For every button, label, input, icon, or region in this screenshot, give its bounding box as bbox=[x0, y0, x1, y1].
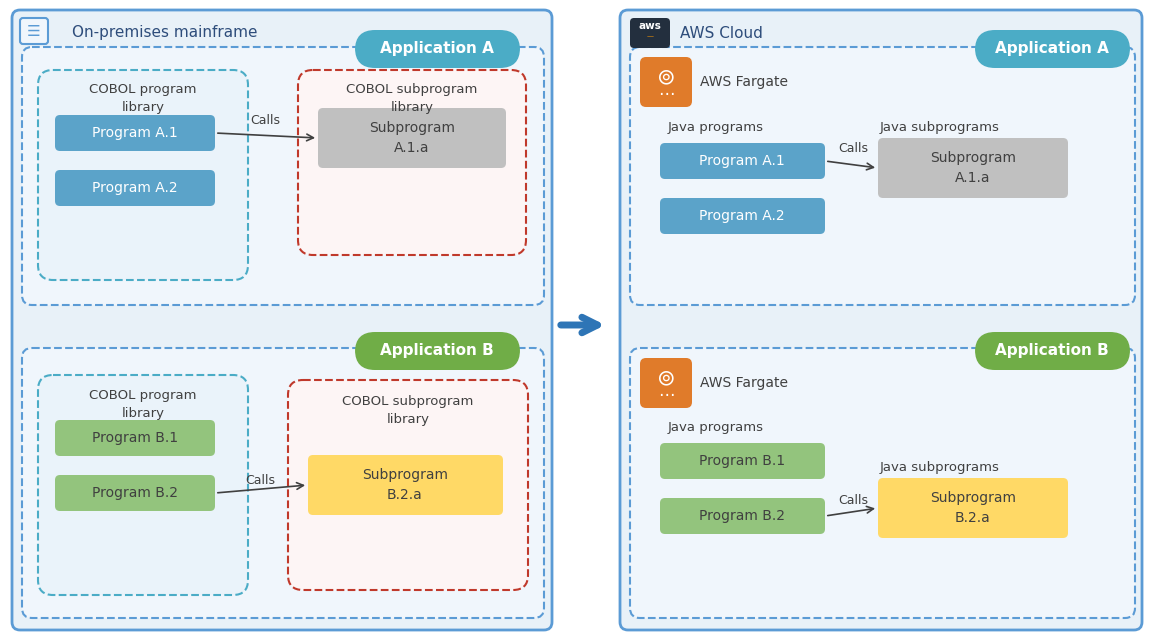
FancyBboxPatch shape bbox=[630, 47, 1136, 305]
Text: Calls: Calls bbox=[250, 113, 280, 127]
Text: COBOL subprogram: COBOL subprogram bbox=[346, 83, 478, 97]
Text: ☰: ☰ bbox=[28, 24, 40, 38]
Text: AWS Fargate: AWS Fargate bbox=[700, 75, 788, 89]
Text: COBOL subprogram: COBOL subprogram bbox=[343, 396, 473, 408]
FancyBboxPatch shape bbox=[319, 108, 505, 168]
Text: Program A.2: Program A.2 bbox=[92, 181, 178, 195]
FancyBboxPatch shape bbox=[630, 348, 1136, 618]
Text: library: library bbox=[387, 413, 429, 426]
FancyBboxPatch shape bbox=[660, 498, 825, 534]
Text: A.1.a: A.1.a bbox=[956, 171, 991, 185]
FancyBboxPatch shape bbox=[878, 138, 1067, 198]
Text: ⊚: ⊚ bbox=[657, 67, 675, 87]
Text: Java subprograms: Java subprograms bbox=[881, 122, 999, 134]
Text: COBOL program: COBOL program bbox=[89, 83, 196, 97]
Text: Program A.2: Program A.2 bbox=[699, 209, 785, 223]
Text: ⋯: ⋯ bbox=[658, 85, 674, 103]
Text: Calls: Calls bbox=[838, 493, 868, 506]
Text: B.2.a: B.2.a bbox=[956, 511, 991, 525]
Text: Calls: Calls bbox=[245, 474, 275, 486]
Text: Application B: Application B bbox=[995, 344, 1109, 358]
FancyBboxPatch shape bbox=[12, 10, 552, 630]
Text: Calls: Calls bbox=[838, 141, 868, 154]
Text: Application A: Application A bbox=[995, 42, 1109, 56]
Text: Subprogram: Subprogram bbox=[369, 121, 455, 135]
FancyBboxPatch shape bbox=[288, 380, 529, 590]
FancyBboxPatch shape bbox=[975, 30, 1130, 68]
FancyBboxPatch shape bbox=[298, 70, 526, 255]
FancyBboxPatch shape bbox=[660, 198, 825, 234]
FancyBboxPatch shape bbox=[630, 18, 670, 48]
FancyBboxPatch shape bbox=[660, 443, 825, 479]
Text: library: library bbox=[390, 102, 434, 115]
FancyBboxPatch shape bbox=[22, 348, 544, 618]
FancyBboxPatch shape bbox=[660, 143, 825, 179]
Text: aws: aws bbox=[638, 21, 661, 31]
FancyBboxPatch shape bbox=[55, 420, 215, 456]
Text: Program B.2: Program B.2 bbox=[699, 509, 785, 523]
FancyBboxPatch shape bbox=[308, 455, 503, 515]
FancyBboxPatch shape bbox=[22, 47, 544, 305]
Text: Application A: Application A bbox=[380, 42, 494, 56]
FancyBboxPatch shape bbox=[20, 18, 48, 44]
FancyBboxPatch shape bbox=[640, 358, 692, 408]
Text: On-premises mainframe: On-premises mainframe bbox=[72, 24, 257, 40]
Text: library: library bbox=[121, 406, 165, 419]
Text: —: — bbox=[646, 33, 653, 39]
Text: AWS Cloud: AWS Cloud bbox=[680, 26, 763, 42]
Text: Java subprograms: Java subprograms bbox=[881, 461, 999, 474]
Text: Program B.1: Program B.1 bbox=[699, 454, 785, 468]
FancyBboxPatch shape bbox=[55, 115, 215, 151]
FancyBboxPatch shape bbox=[55, 475, 215, 511]
FancyBboxPatch shape bbox=[620, 10, 1142, 630]
Text: Program A.1: Program A.1 bbox=[699, 154, 785, 168]
Text: Program A.1: Program A.1 bbox=[92, 126, 178, 140]
FancyBboxPatch shape bbox=[55, 170, 215, 206]
Text: COBOL program: COBOL program bbox=[89, 388, 196, 401]
Text: B.2.a: B.2.a bbox=[387, 488, 422, 502]
Text: AWS Fargate: AWS Fargate bbox=[700, 376, 788, 390]
FancyBboxPatch shape bbox=[975, 332, 1130, 370]
Text: Java programs: Java programs bbox=[668, 422, 764, 435]
FancyBboxPatch shape bbox=[38, 70, 248, 280]
Text: Subprogram: Subprogram bbox=[362, 468, 448, 482]
Text: A.1.a: A.1.a bbox=[395, 141, 429, 155]
FancyBboxPatch shape bbox=[38, 375, 248, 595]
Text: Program B.2: Program B.2 bbox=[92, 486, 178, 500]
FancyBboxPatch shape bbox=[640, 57, 692, 107]
Text: Java programs: Java programs bbox=[668, 122, 764, 134]
Text: Program B.1: Program B.1 bbox=[92, 431, 178, 445]
FancyBboxPatch shape bbox=[355, 332, 520, 370]
Text: library: library bbox=[121, 102, 165, 115]
FancyBboxPatch shape bbox=[878, 478, 1067, 538]
FancyBboxPatch shape bbox=[355, 30, 520, 68]
Text: Subprogram: Subprogram bbox=[930, 151, 1016, 165]
Text: ⊚: ⊚ bbox=[657, 368, 675, 388]
Text: ⋯: ⋯ bbox=[658, 386, 674, 404]
Text: Subprogram: Subprogram bbox=[930, 491, 1016, 505]
Text: Application B: Application B bbox=[380, 344, 494, 358]
